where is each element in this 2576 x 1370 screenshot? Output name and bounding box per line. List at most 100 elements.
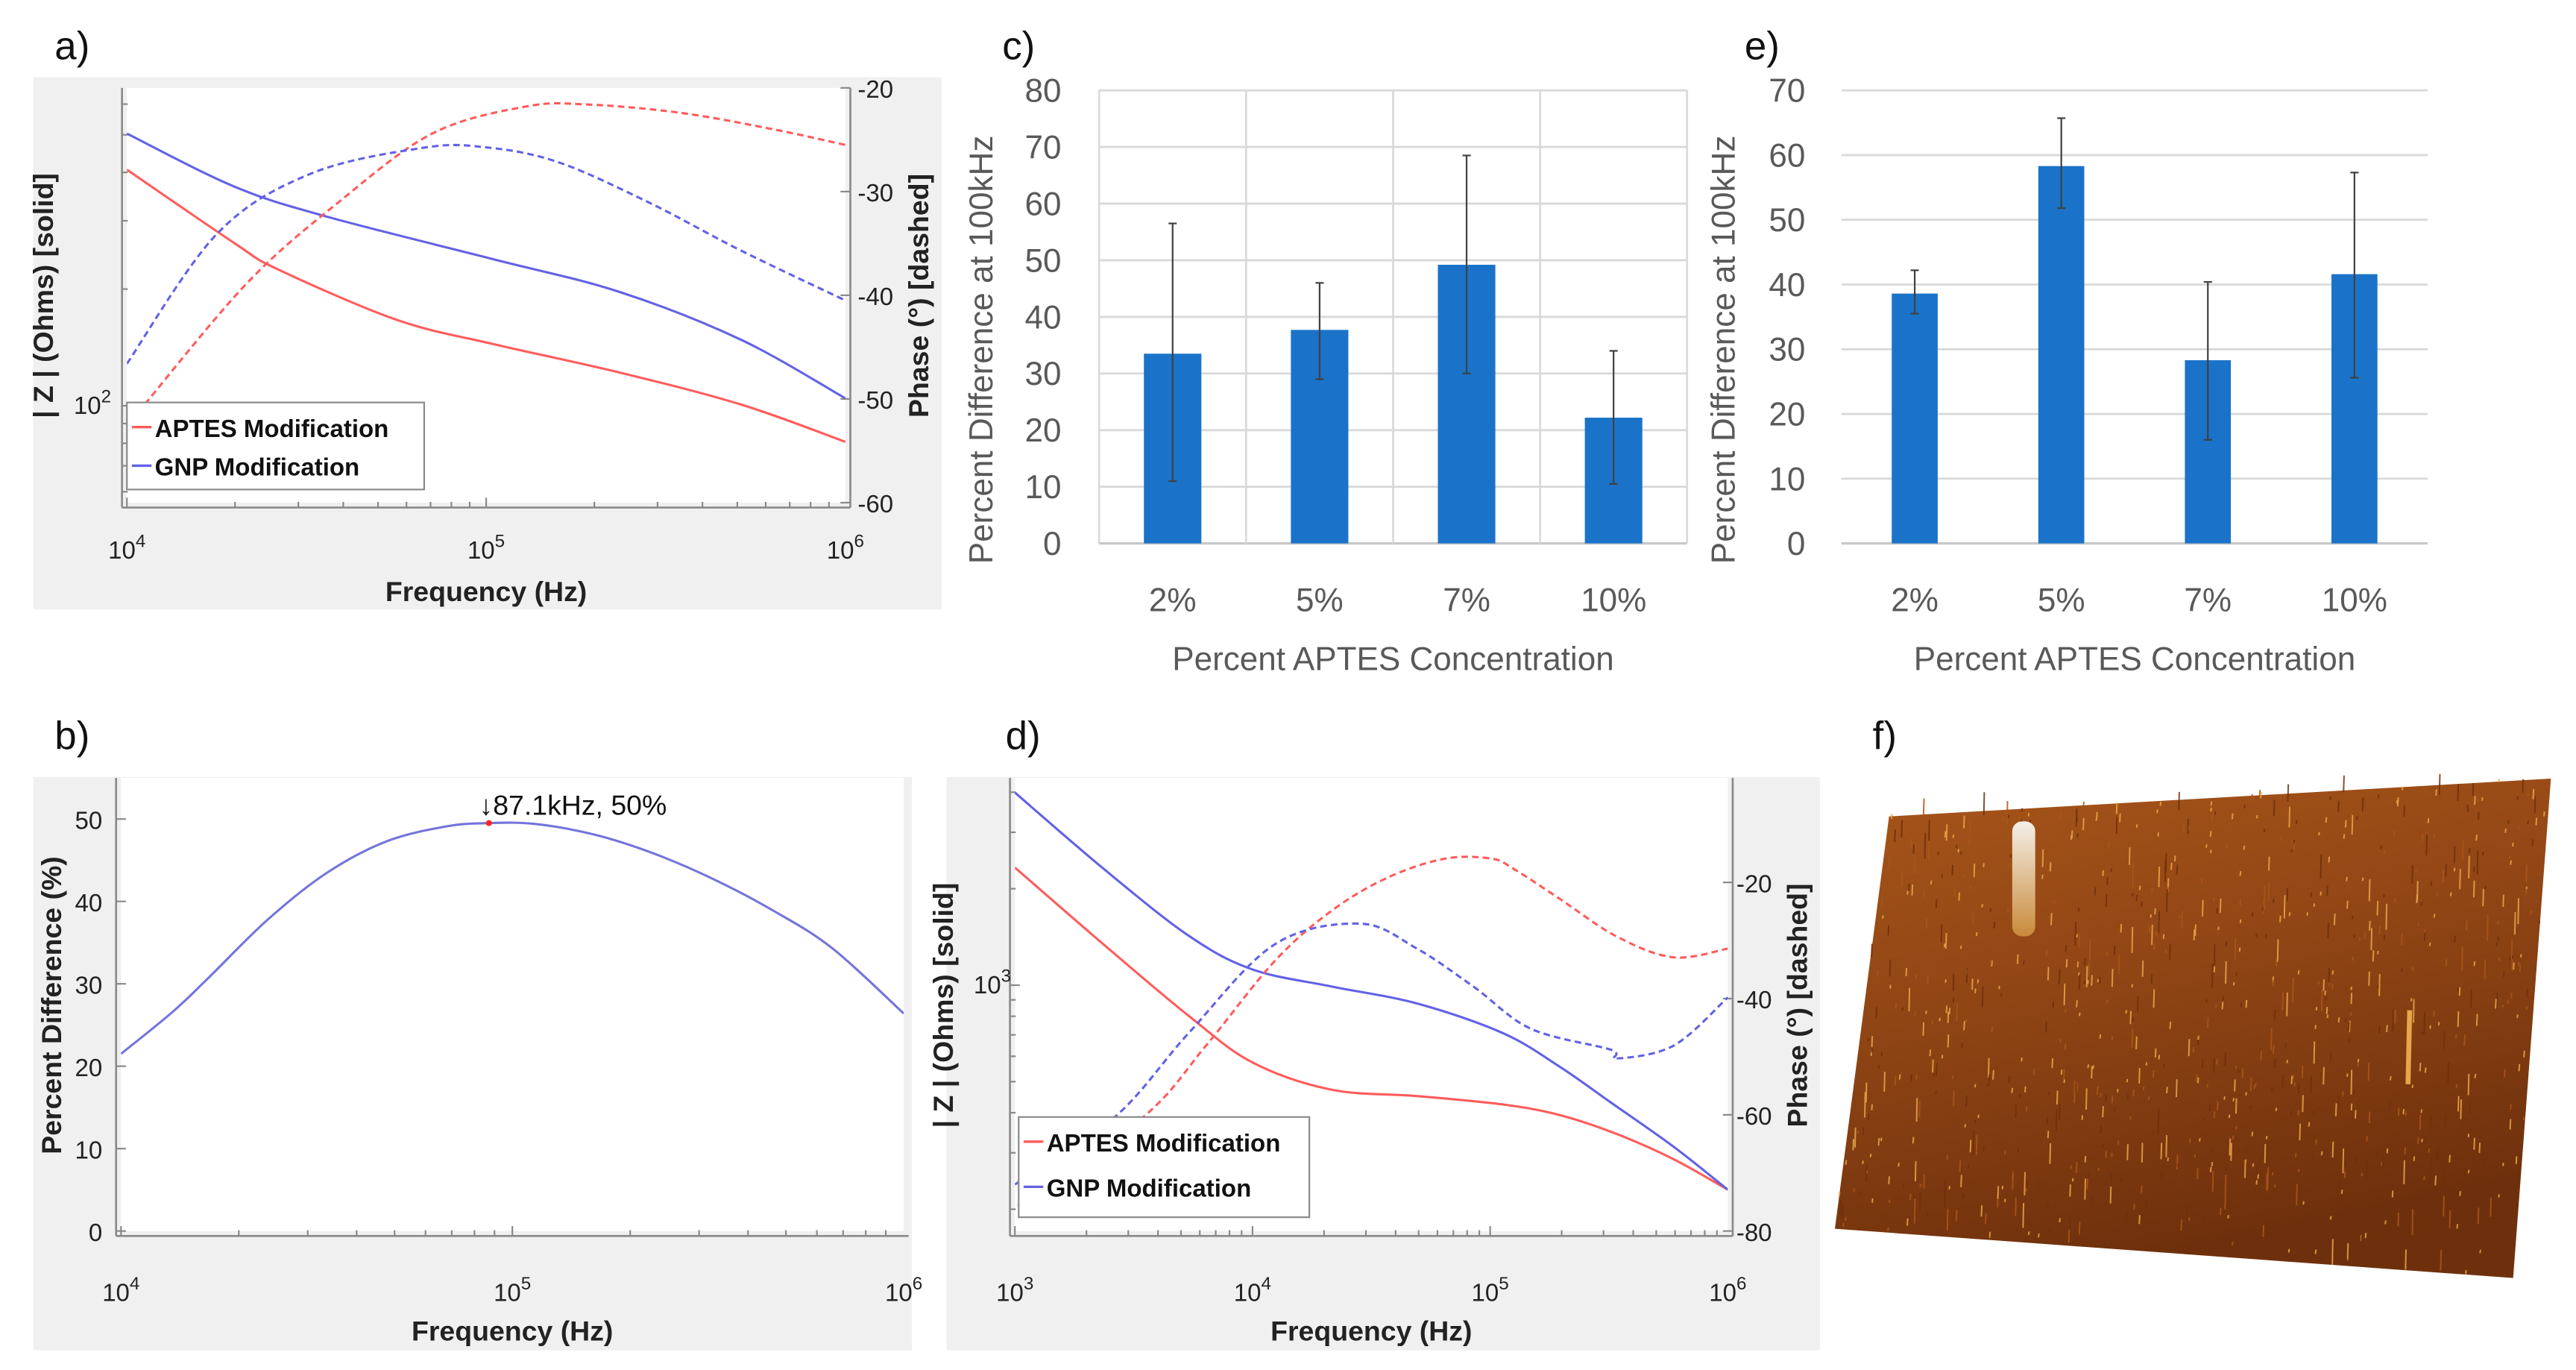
afm-spike [2194, 924, 2196, 936]
afm-spike [2251, 911, 2254, 917]
afm-spike [2263, 884, 2266, 911]
afm-spike [2447, 1062, 2449, 1084]
afm-spike [2466, 804, 2469, 809]
afm-spike [2495, 993, 2498, 1010]
x-tick-label-exponent: 5 [1499, 1274, 1508, 1294]
plot-area [121, 777, 904, 1231]
afm-spike [2188, 1217, 2191, 1222]
afm-spike [2188, 826, 2191, 830]
afm-spike [2276, 958, 2279, 963]
x-tick-label-base: 10 [102, 1278, 130, 1306]
afm-spike [1880, 1137, 1883, 1142]
afm-spike [2027, 1179, 2029, 1188]
y-tick-label: 70 [1025, 129, 1062, 166]
afm-spike [2421, 833, 2424, 841]
afm-spike [1988, 1074, 1991, 1082]
afm-spike [1930, 880, 1933, 885]
afm-spike [2457, 1096, 2460, 1112]
afm-spike [2384, 850, 2386, 855]
afm-spike [2358, 937, 2361, 941]
afm-spike [2323, 1066, 2325, 1085]
y-right-tick-label: -20 [857, 75, 893, 103]
afm-spike [2176, 864, 2179, 875]
afm-spike [2453, 846, 2456, 864]
afm-spike [2366, 1136, 2368, 1142]
panel-label-a: a) [54, 24, 89, 68]
afm-spike [2084, 1155, 2087, 1163]
afm-spike [2273, 799, 2276, 817]
afm-spike [1965, 1019, 1968, 1023]
x-axis-title: Percent APTES Concentration [1914, 641, 2356, 678]
y-tick-label: 40 [1769, 267, 1805, 304]
x-tick-label: 105 [1472, 1274, 1509, 1306]
afm-spike [2065, 959, 2068, 968]
afm-spike [1887, 925, 1890, 936]
afm-spike [2302, 1201, 2305, 1205]
afm-spike [1871, 1104, 1874, 1110]
afm-spike [2287, 1179, 2290, 1184]
afm-spike [2334, 1103, 2337, 1116]
afm-spike [2267, 1167, 2270, 1190]
afm-spike [2245, 999, 2248, 1008]
afm-spike [2126, 1078, 2129, 1083]
afm-spike [2091, 1066, 2093, 1079]
afm-spike [2396, 796, 2399, 807]
afm-spike [2326, 1014, 2329, 1019]
afm-spike [1974, 1084, 1977, 1088]
x-tick-label: 106 [1709, 1274, 1746, 1306]
afm-spike [2486, 914, 2489, 941]
afm-spike [2471, 1194, 2474, 1202]
afm-spike [1944, 979, 1947, 983]
afm-spike [2519, 964, 2522, 972]
afm-spike [2243, 804, 2246, 809]
afm-spike [2320, 990, 2323, 1012]
afm-spike [2350, 1069, 2353, 1095]
afm-spike [1915, 1074, 1918, 1080]
afm-spike [2511, 959, 2513, 971]
afm-spike [2403, 805, 2405, 817]
afm-spike [2354, 1157, 2357, 1163]
afm-spike [2328, 856, 2331, 863]
afm-spike [2411, 865, 2413, 884]
afm-spike [1947, 1011, 1950, 1023]
afm-spike [2021, 1058, 2023, 1062]
afm-spike [2076, 934, 2078, 938]
afm-spike [2202, 899, 2204, 917]
afm-spike [2012, 1175, 2014, 1179]
afm-spike [2482, 889, 2484, 907]
afm-spike [2111, 1152, 2113, 1157]
afm-spike [2095, 817, 2097, 821]
afm-spike [2049, 862, 2052, 872]
afm-spike [2317, 980, 2320, 985]
afm-spike [2117, 954, 2120, 974]
afm-spike [2517, 898, 2519, 925]
x-tick-label: 104 [108, 531, 145, 563]
x-tick-label-base: 10 [827, 536, 854, 564]
afm-spike [2015, 1197, 2017, 1216]
afm-spike [2082, 801, 2085, 806]
afm-spike [2310, 892, 2313, 897]
afm-spike [2457, 1011, 2460, 1027]
afm-spike [2534, 796, 2536, 814]
x-tick-label: 106 [885, 1274, 922, 1306]
afm-spike [2065, 1008, 2067, 1014]
y-tick-label: 20 [1769, 396, 1805, 433]
afm-spike [2538, 920, 2541, 925]
afm-spike [2314, 1025, 2317, 1029]
afm-spike [2052, 1001, 2055, 1008]
x-axis-title: Frequency (Hz) [1270, 1315, 1472, 1346]
afm-spike [2185, 1207, 2188, 1219]
y-axis-title-left: | Z | (Ohms) [solid] [28, 173, 60, 418]
y-tick-label: 60 [1025, 186, 1062, 222]
afm-spike [2230, 1143, 2232, 1161]
afm-spike [2144, 1243, 2147, 1249]
afm-spike [2205, 999, 2208, 1003]
afm-spike [2082, 984, 2085, 987]
afm-spike [1919, 1192, 1921, 1211]
afm-spike [2331, 983, 2334, 990]
afm-spike [1913, 1196, 1915, 1201]
afm-spike [2349, 1020, 2351, 1032]
afm-spike [1838, 1192, 1841, 1196]
afm-spike [2346, 1073, 2349, 1077]
